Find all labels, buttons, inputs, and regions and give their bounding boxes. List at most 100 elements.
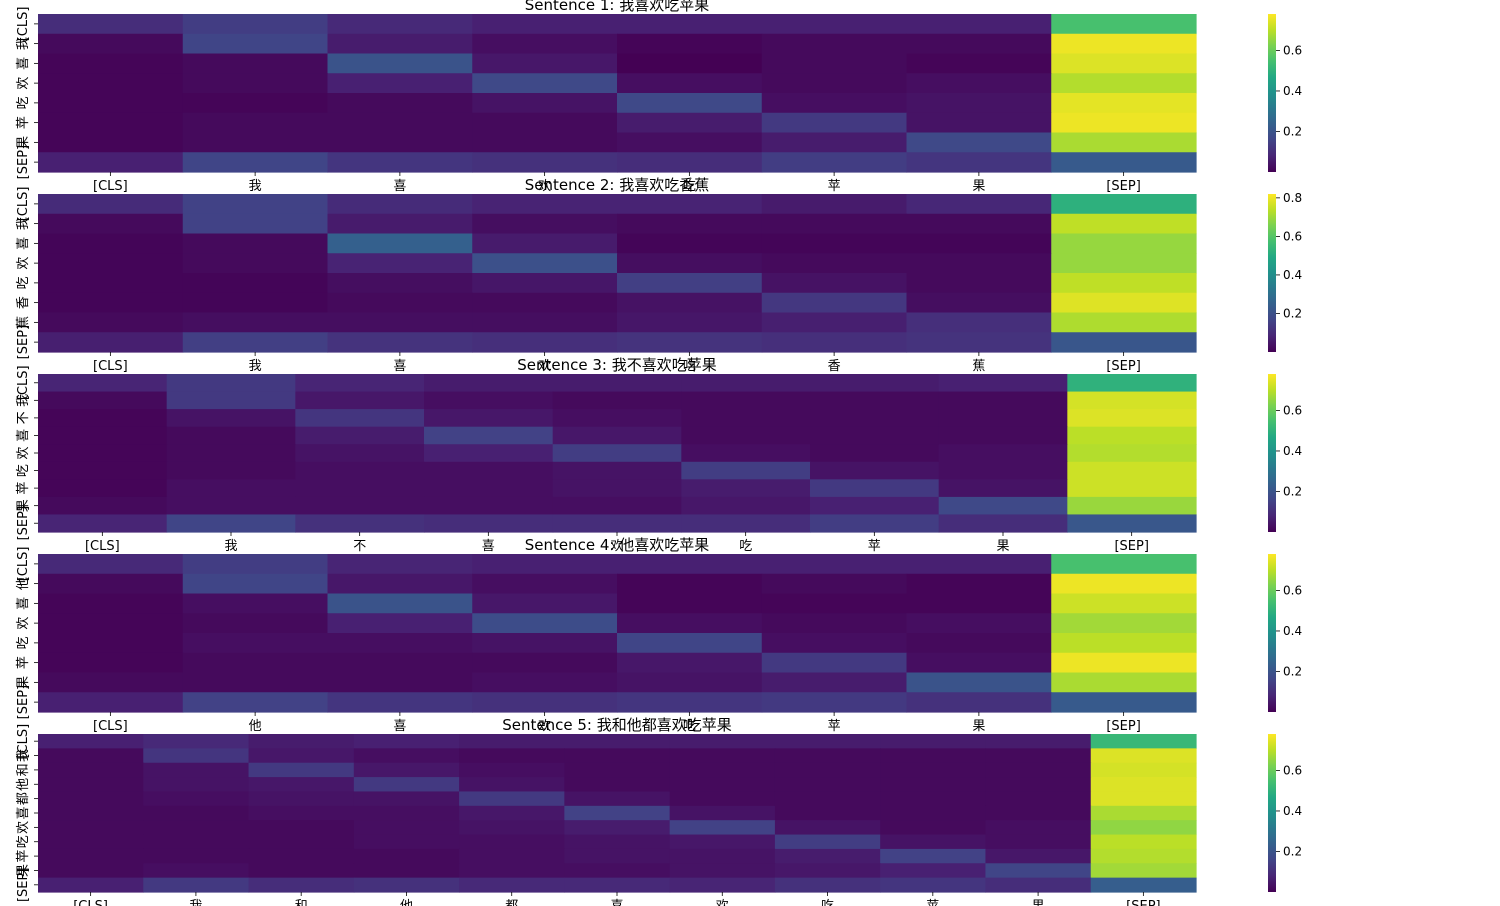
- y-tick-label: [SEP]: [16, 685, 31, 719]
- heatmap-cell: [182, 233, 329, 254]
- x-tick-label: 我: [189, 899, 202, 906]
- y-tick-label: [SEP]: [16, 868, 31, 902]
- y-tick-label: [CLS]: [16, 187, 31, 222]
- heatmap-cell: [459, 762, 565, 778]
- heatmap-cell: [38, 863, 144, 879]
- heatmap-cell: [669, 748, 776, 764]
- heatmap-cell: [906, 73, 1052, 94]
- heatmap-cell: [681, 409, 811, 428]
- colorbar-tick-label: 0.2: [1283, 665, 1302, 679]
- heatmap-cell: [669, 791, 776, 807]
- heatmap-cell: [143, 805, 250, 821]
- heatmap-cell: [906, 233, 1052, 254]
- y-tick-label: [CLS]: [16, 7, 31, 42]
- colorbar-tick-label: 0.6: [1283, 584, 1302, 598]
- heatmap-cell: [669, 762, 776, 778]
- heatmap-title: Sentence 4: 他喜欢吃苹果: [525, 536, 709, 554]
- heatmap-cell: [38, 93, 184, 114]
- x-tick-label: 苹: [828, 179, 841, 194]
- heatmap-cell: [617, 33, 763, 55]
- heatmap-cell: [353, 877, 460, 893]
- heatmap-cell: [774, 877, 881, 893]
- heatmap-cell: [1051, 332, 1197, 353]
- heatmap-cell: [295, 426, 425, 445]
- heatmap-cell: [761, 613, 908, 634]
- heatmap-cell: [472, 194, 618, 215]
- x-tick-label: 他: [400, 899, 413, 906]
- x-tick-label: 欢: [610, 539, 623, 554]
- heatmap-cell: [424, 409, 554, 428]
- heatmap-cell: [681, 479, 811, 498]
- x-tick-label: 喜: [393, 719, 406, 734]
- heatmap-cell: [248, 848, 355, 864]
- y-tick-label: 蕉: [16, 316, 31, 329]
- y-tick-label: 喜: [16, 57, 31, 70]
- heatmap-cell: [906, 112, 1052, 134]
- heatmap-cell: [938, 444, 1068, 463]
- heatmap-cell: [166, 426, 296, 445]
- heatmap-cell: [472, 253, 618, 274]
- y-tick-label: 喜: [16, 597, 31, 610]
- y-tick-label: 果: [16, 499, 31, 512]
- heatmap-cell: [472, 312, 618, 333]
- heatmap-cell: [1090, 834, 1197, 850]
- heatmap-cell: [617, 692, 763, 713]
- heatmap-cell: [1067, 514, 1197, 533]
- heatmap-cell: [38, 112, 184, 134]
- heatmap-cell: [985, 863, 1092, 879]
- heatmap-cell: [166, 374, 296, 393]
- heatmap-cell: [182, 273, 329, 294]
- heatmap-cell: [38, 554, 184, 575]
- heatmap-cell: [810, 444, 940, 463]
- heatmap-cell: [353, 777, 460, 793]
- x-tick-label: [CLS]: [73, 899, 108, 906]
- heatmap-cell: [182, 672, 329, 693]
- y-tick-label: [CLS]: [16, 547, 31, 582]
- heatmap-cell: [617, 194, 763, 215]
- heatmap-cell: [880, 820, 987, 836]
- heatmap-cell: [906, 93, 1052, 114]
- heatmap-cell: [143, 748, 250, 764]
- heatmap-cell: [472, 292, 618, 314]
- heatmap-cell: [327, 652, 473, 674]
- heatmap-cell: [906, 33, 1052, 55]
- heatmap-cell: [472, 53, 618, 74]
- y-tick-label: 喜: [16, 429, 31, 442]
- heatmap-cell: [327, 233, 473, 254]
- heatmap-cell: [681, 514, 811, 533]
- heatmap-cell: [353, 748, 460, 764]
- colorbar-tick-label: 0.6: [1283, 44, 1302, 58]
- heatmap-cell: [38, 53, 184, 74]
- heatmap-cell: [295, 461, 425, 480]
- heatmap-cell: [761, 253, 908, 274]
- heatmap-cell: [681, 496, 811, 516]
- heatmap-cell: [424, 374, 554, 393]
- heatmap-cell: [617, 253, 763, 274]
- heatmap-cell: [669, 877, 776, 893]
- heatmap-cell: [985, 734, 1092, 749]
- heatmap-cell: [617, 14, 763, 35]
- heatmap-cell: [182, 692, 329, 713]
- heatmap-cell: [295, 444, 425, 463]
- heatmap-cell: [472, 152, 618, 173]
- heatmap-cell: [1090, 748, 1197, 764]
- heatmap-cell: [552, 461, 682, 480]
- heatmap-cell: [617, 332, 763, 353]
- heatmap-cell: [459, 791, 565, 807]
- heatmap-cell: [938, 409, 1068, 428]
- y-tick-label: [SEP]: [16, 325, 31, 359]
- heatmap-cell: [459, 734, 565, 749]
- heatmap-cell: [38, 748, 144, 764]
- x-tick-label: 蕉: [972, 359, 985, 374]
- heatmap-cell: [564, 762, 671, 778]
- heatmap-cell: [38, 73, 184, 94]
- heatmap-cell: [38, 877, 144, 893]
- heatmap-cell: [248, 777, 355, 793]
- heatmap-cell: [617, 132, 763, 153]
- colorbar: [1268, 734, 1276, 892]
- heatmap-cell: [761, 14, 908, 35]
- heatmap-cell: [327, 33, 473, 55]
- heatmap-cell: [472, 273, 618, 294]
- heatmap-cell: [353, 762, 460, 778]
